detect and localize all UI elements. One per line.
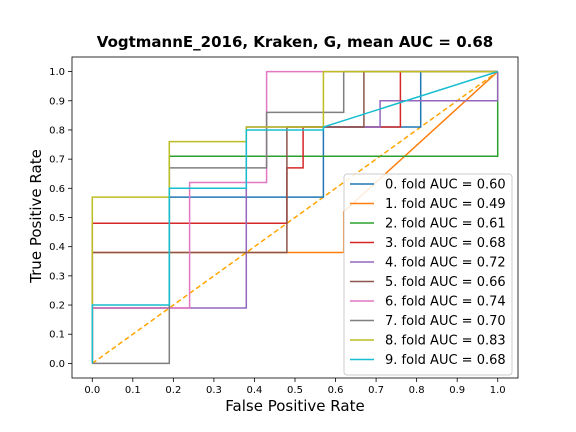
legend-box [343,173,513,376]
y-tick-label: 0.1 [49,330,65,341]
legend-entry: 2. fold AUC = 0.61 [385,217,506,232]
x-tick-label: 0.1 [125,385,141,396]
y-tick-label: 0.9 [49,96,65,107]
legend-entry: 3. fold AUC = 0.68 [385,236,506,251]
x-tick-label: 1.0 [490,385,506,396]
x-tick-label: 0.0 [84,385,100,396]
legend-entry: 1. fold AUC = 0.49 [385,197,506,212]
legend-entry: 8. fold AUC = 0.83 [385,334,506,349]
roc-curve-fold-3 [91,70,498,364]
legend-entry: 6. fold AUC = 0.74 [385,295,506,310]
legend-entry: 9. fold AUC = 0.68 [385,353,506,368]
x-tick-label: 0.2 [165,385,181,396]
y-tick-label: 0.0 [49,359,65,370]
x-tick-label: 0.5 [287,385,303,396]
x-tick-label: 0.8 [409,385,425,396]
y-tick-label: 0.6 [49,184,65,195]
x-tick-label: 0.6 [328,385,344,396]
y-axis: 0.0 0.1 0.2 0.3 0.4 0.5 0.6 0.7 0.8 0.9 1.0 [49,67,72,370]
x-tick-label: 0.4 [247,385,263,396]
y-tick-label: 0.2 [49,301,65,312]
legend: 0. fold AUC = 0.60 1. fold AUC = 0.49 2. f… [343,173,513,376]
roc-curve-fold-7 [92,70,498,365]
y-tick-label: 0.4 [49,242,65,253]
y-axis-label: True Positive Rate [27,149,45,284]
x-tick-label: 0.9 [449,385,465,396]
x-tick-label: 0.7 [368,385,384,396]
y-tick-label: 0.7 [49,155,65,166]
legend-entry: 7. fold AUC = 0.70 [385,314,506,329]
y-tick-label: 0.5 [49,213,65,224]
x-tick-label: 0.3 [206,385,222,396]
legend-entry: 0. fold AUC = 0.60 [385,178,506,193]
y-tick-label: 0.8 [49,125,65,136]
x-axis-label: False Positive Rate [225,397,364,415]
legend-entry: 4. fold AUC = 0.72 [385,256,506,271]
y-tick-label: 1.0 [49,67,65,78]
roc-curve-fold-9 [91,70,498,364]
chart-title: VogtmannE_2016, Kraken, G, mean AUC = 0.… [97,33,493,51]
chance-diagonal-line [91,70,499,365]
legend-entry: 5. fold AUC = 0.66 [385,275,506,290]
x-axis: 0.0 0.1 0.2 0.3 0.4 0.5 0.6 0.7 0.8 0.9 1.0 [84,378,506,396]
y-tick-label: 0.3 [49,271,65,282]
